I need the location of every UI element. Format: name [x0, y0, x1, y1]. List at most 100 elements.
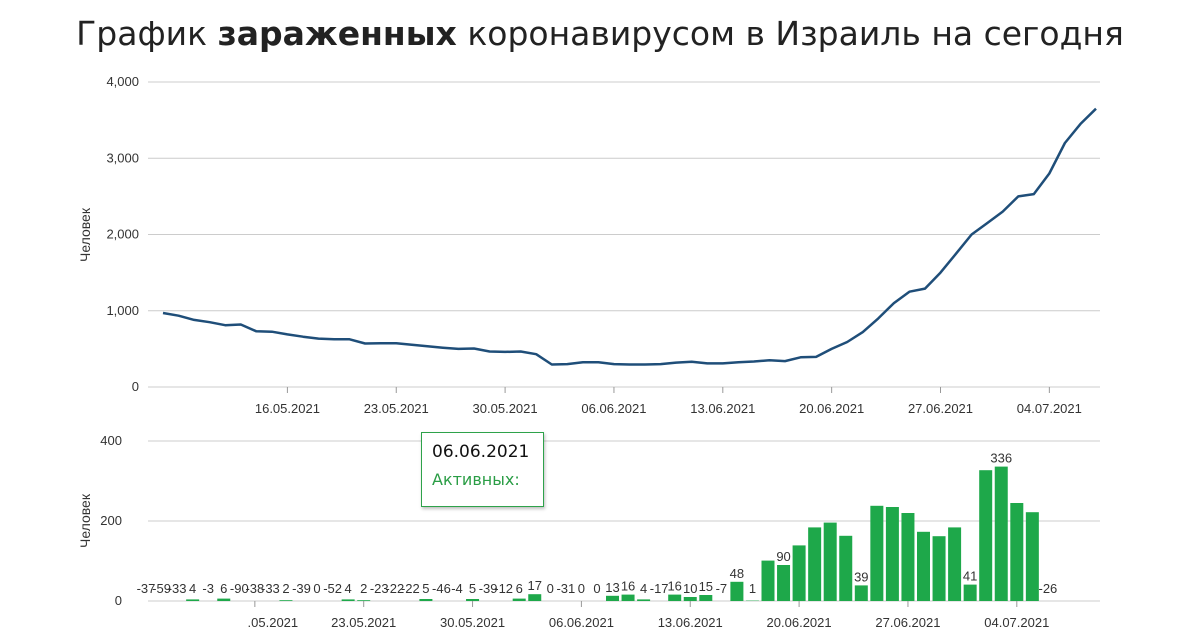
x-tick-label: 13.06.2021	[690, 401, 755, 416]
data-label: -33	[261, 581, 280, 596]
data-label: -3	[202, 581, 214, 596]
data-label: -39	[479, 581, 498, 596]
bar	[1025, 512, 1039, 601]
bar	[341, 599, 355, 601]
x-tick-label: 06.06.2021	[549, 615, 614, 630]
bar	[854, 585, 868, 601]
data-label: -59	[152, 581, 171, 596]
x-tick-label: 27.06.2021	[875, 615, 940, 630]
data-label: -26	[1039, 581, 1058, 596]
bar	[683, 597, 697, 601]
data-label: 90	[776, 549, 790, 564]
x-tick-label: 20.06.2021	[799, 401, 864, 416]
y-tick-label: 0	[115, 593, 122, 608]
bar	[885, 507, 899, 601]
data-label: 0	[578, 581, 585, 596]
y-tick-label: 2,000	[106, 227, 139, 242]
data-label: 41	[963, 569, 977, 584]
tooltip-date: 06.06.2021	[432, 442, 530, 462]
x-tick-label: 30.05.2021	[473, 401, 538, 416]
active-cases-line-chart: 0 1,000 2,000 3,000 4,000 Человек 16.05.2021 23…	[77, 74, 1100, 416]
y-axis-label: Человек	[77, 207, 93, 262]
bar	[901, 513, 915, 601]
bar	[357, 600, 371, 601]
data-label: -33	[168, 581, 187, 596]
data-label: -17	[650, 581, 669, 596]
data-label: -46	[432, 581, 451, 596]
x-tick-label: 23.05.2021	[364, 401, 429, 416]
data-label: 6	[516, 581, 523, 596]
y-tick-label: 0	[132, 379, 139, 394]
data-label: -38	[245, 581, 264, 596]
bar	[621, 594, 635, 601]
data-label: -90	[230, 581, 249, 596]
data-label: 5	[469, 581, 476, 596]
y-axis-label: Человек	[77, 493, 93, 548]
bar	[217, 598, 231, 601]
data-label: 17	[528, 578, 542, 593]
bar	[839, 535, 853, 601]
chart-title: График зараженных коронавирусом в Израил…	[76, 14, 1124, 53]
data-label: 0	[593, 581, 600, 596]
data-label: 4	[345, 581, 352, 596]
x-tick-label: 04.07.2021	[984, 615, 1049, 630]
bar	[870, 505, 884, 601]
bar	[699, 595, 713, 601]
data-label: -37	[137, 581, 156, 596]
bar	[668, 594, 682, 601]
bar	[466, 599, 480, 601]
bar	[777, 565, 791, 601]
bar	[979, 470, 993, 601]
data-label: -39	[292, 581, 311, 596]
tooltip-label: Активных:	[432, 470, 520, 489]
data-label: 4	[640, 581, 647, 596]
x-tick-label: 04.07.2021	[1017, 401, 1082, 416]
data-label: 10	[683, 581, 697, 596]
data-label: -22	[401, 581, 420, 596]
bar	[932, 536, 946, 601]
bar	[730, 581, 744, 601]
bar	[808, 527, 822, 601]
series-line	[162, 107, 1097, 366]
y-tick-label: 1,000	[106, 303, 139, 318]
data-label: 2	[360, 581, 367, 596]
data-label: 16	[667, 579, 681, 594]
x-tick-label: 16.05.2021	[255, 401, 320, 416]
bar	[761, 560, 775, 601]
bar	[994, 466, 1008, 601]
bar	[792, 545, 806, 601]
data-label: 0	[547, 581, 554, 596]
x-tick-label: 13.06.2021	[658, 615, 723, 630]
bar	[419, 599, 433, 601]
data-label: 16	[621, 579, 635, 594]
data-label: 6	[220, 581, 227, 596]
data-label: 15	[699, 579, 713, 594]
data-label: -12	[494, 581, 513, 596]
x-tick-label: 30.05.2021	[440, 615, 505, 630]
data-label: 0	[313, 581, 320, 596]
x-tick-label: .05.2021	[248, 615, 299, 630]
chart-tooltip: 06.06.2021 Активных:	[421, 432, 544, 507]
x-tick-label: 27.06.2021	[908, 401, 973, 416]
y-tick-label: 4,000	[106, 74, 139, 89]
data-label: -22	[385, 581, 404, 596]
y-tick-label: 3,000	[106, 150, 139, 165]
data-label: 4	[189, 581, 196, 596]
data-label: 5	[422, 581, 429, 596]
bar	[279, 600, 293, 601]
bar	[917, 531, 930, 601]
data-label: -23	[370, 581, 389, 596]
bar	[823, 522, 837, 601]
bar	[606, 595, 619, 601]
bar	[528, 594, 542, 601]
bar	[637, 599, 651, 601]
x-tick-label: 23.05.2021	[331, 615, 396, 630]
bar	[186, 599, 200, 601]
x-tick-label: 06.06.2021	[581, 401, 646, 416]
data-label: 1	[749, 581, 756, 596]
y-tick-label: 400	[100, 433, 122, 448]
data-label: -7	[716, 581, 728, 596]
data-label: 48	[730, 566, 744, 581]
